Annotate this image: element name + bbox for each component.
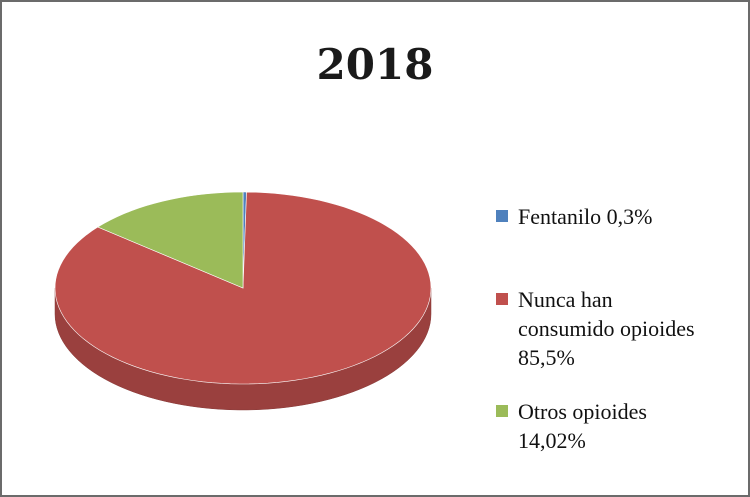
pie-slice: [97, 191, 244, 289]
legend-swatch: [496, 405, 508, 417]
legend-label: Fentanilo 0,3%: [518, 204, 653, 229]
legend-item: Fentanilo 0,3%: [496, 202, 710, 231]
legend-swatch: [496, 210, 508, 222]
legend-item: Nunca han consumido opioides 85,5%: [496, 285, 710, 372]
legend-label: Nunca han consumido opioides 85,5%: [518, 287, 695, 370]
legend-swatch: [496, 293, 508, 305]
legend-label: Otros opioides 14,02%: [518, 399, 647, 453]
chart-title: 2018: [316, 40, 434, 89]
legend-item: Otros opioides 14,02%: [496, 397, 710, 455]
